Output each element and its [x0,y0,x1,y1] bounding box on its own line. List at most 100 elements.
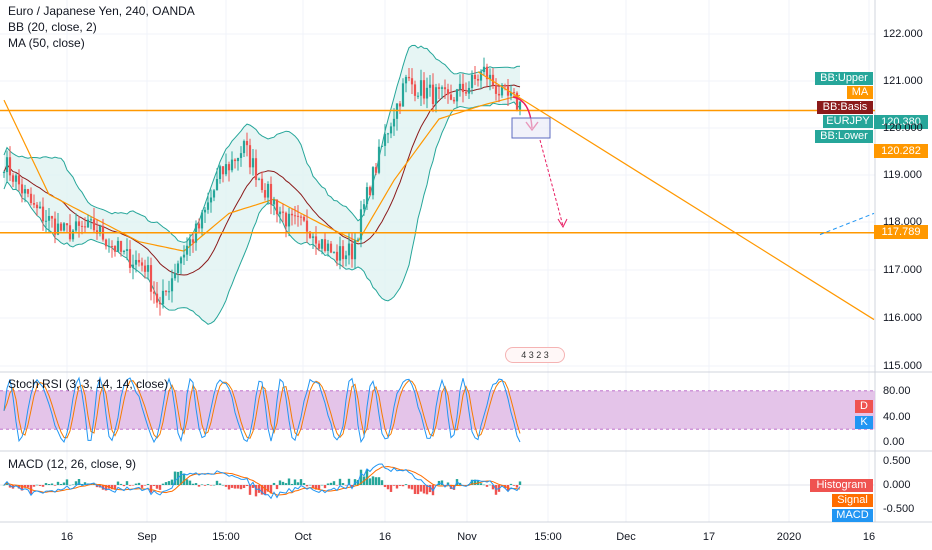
candle-body [197,223,201,229]
macd-histogram-bar [8,485,12,488]
candle-body [17,175,21,185]
candle-body [104,239,108,247]
candle-body [371,167,375,196]
candle-body [446,89,450,95]
candle-body [116,240,120,252]
candle-body [311,236,315,238]
macd-histogram-bar [23,485,27,488]
stoch-rsi-pane [0,376,875,444]
macd-title[interactable]: MACD (12, 26, close, 9) [8,457,137,471]
candle-body [44,220,48,222]
candle-body [485,66,489,80]
candle-body [407,76,411,79]
macd-histogram-bar [38,485,42,486]
macd-histogram-bar [278,480,282,485]
macd-histogram-bar [470,479,474,485]
macd-histogram-bar [242,485,246,489]
macd-histogram-bar [62,482,66,485]
candle-body [59,223,63,231]
macd-histogram-bar [419,485,423,492]
candle-body [389,126,393,134]
macd-histogram-bar [335,485,339,486]
candle-body [179,257,183,264]
candle-body [71,230,75,240]
bb-indicator-label[interactable]: BB (20, close, 2) [8,20,97,34]
macd-histogram-bar [170,479,174,485]
candle-body [329,243,333,253]
candle-body [302,216,306,221]
candle-body [347,243,351,256]
macd-histogram-bar [371,476,375,485]
candle-body [365,187,369,205]
stoch-rsi-title[interactable]: Stoch RSI (3, 3, 14, 14, close) [8,377,169,391]
macd-histogram-bar [473,479,477,485]
candle-body [245,141,249,146]
macd-histogram-bar [407,485,411,489]
drawings [0,71,875,321]
macd-histogram-bar [374,477,378,485]
macd-y-tick-pos: 0.500 [883,455,911,467]
candle-body [224,164,228,175]
macd-histogram-bar [215,480,219,485]
dashed-trendline [819,212,875,236]
candle-body [242,141,246,154]
macd-histogram-bar [416,485,420,495]
support-price-tag: 117.789 [874,225,928,239]
candle-body [260,178,264,191]
macd-histogram-bar [173,471,177,485]
macd-histogram-bar [65,479,69,485]
candle-body [515,92,519,110]
candle-body [404,76,408,84]
candle-body [509,92,513,96]
macd-histogram-bar [74,481,78,485]
macd-histogram-bar [164,482,168,485]
macd-histogram-bar [266,485,270,492]
candle-body [131,264,135,268]
macd-histogram-bar [341,483,345,485]
candle-body [467,87,471,94]
macd-histogram-bar [53,485,57,486]
x-tick-sep: Sep [137,531,157,543]
candle-body [512,92,516,94]
candle-body [56,223,60,235]
candle-body [494,85,498,94]
candle-body [350,243,354,260]
candle-body [473,74,477,80]
macd-histogram-bar [221,484,225,486]
x-tick-oct: Oct [294,531,312,543]
candle-body [284,212,288,227]
candle-body [437,87,441,89]
candle-body [32,203,36,205]
symbol-tag: EURJPY [823,115,873,128]
signal-tag: Signal [832,494,873,507]
events-badge[interactable]: 4 3 2 3 [505,347,565,363]
macd-histogram-bar [491,485,495,490]
symbol-title[interactable]: Euro / Japanese Yen, 240, OANDA [8,4,195,18]
candle-body [209,197,213,203]
macd-histogram-bar [269,485,273,494]
candle-body [335,251,339,261]
candle-body [401,83,405,107]
macd-histogram-bar [80,483,84,485]
ma-50-line [3,94,521,252]
candle-body [341,246,345,260]
candle-body [23,189,27,194]
macd-histogram-bar [47,484,51,485]
candle-body [158,302,162,305]
candles [2,57,522,316]
stoch-y-tick-40: 40.00 [883,411,911,423]
macd-histogram-bar [191,483,195,485]
ma-indicator-label[interactable]: MA (50, close) [8,36,85,50]
macd-histogram-bar [128,485,132,486]
macd-histogram-bar [368,478,372,485]
ma-tag: MA [847,86,873,99]
macd-histogram-bar [227,485,231,490]
macd-histogram-bar [101,485,105,490]
macd-histogram-bar [290,483,294,485]
candle-body [149,265,153,292]
candle-body [206,202,210,210]
y-tick-120: 120.000 [883,122,923,134]
candle-body [452,99,456,102]
macd-line [3,463,521,500]
